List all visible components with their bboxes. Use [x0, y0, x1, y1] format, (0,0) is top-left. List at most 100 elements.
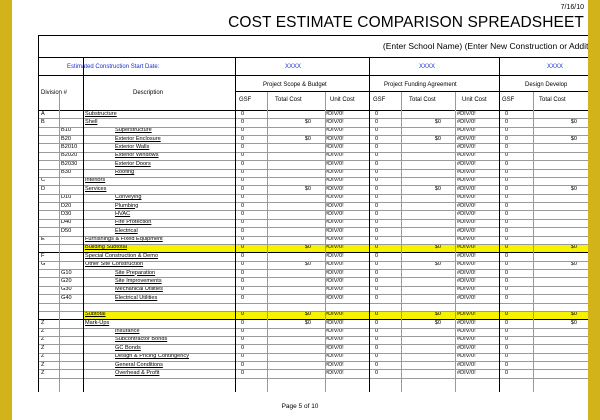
row-u2-cell[interactable]: #DIV/0! — [457, 202, 476, 209]
row-t3-cell[interactable]: $0 — [570, 319, 577, 326]
row-u1-cell[interactable]: #DIV/0! — [325, 286, 344, 293]
row-u1-cell[interactable]: #DIV/0! — [325, 236, 344, 243]
row-g1-cell[interactable]: 0 — [241, 194, 245, 201]
row-u1-cell[interactable]: #DIV/0! — [325, 277, 344, 284]
row-b-cell[interactable]: B20 — [61, 135, 71, 142]
row-g1-cell[interactable]: 0 — [241, 261, 245, 268]
row-u1-cell[interactable]: #DIV/0! — [325, 202, 344, 209]
row-g1-cell[interactable]: 0 — [241, 185, 245, 192]
row-desc-cell[interactable]: Overhead & Profit — [115, 369, 160, 376]
row-g1-cell[interactable]: 0 — [241, 152, 245, 159]
row-t1-cell[interactable]: $0 — [304, 185, 311, 192]
row-g3-cell[interactable]: 0 — [505, 269, 509, 276]
row-a-cell[interactable]: A — [41, 110, 45, 117]
row-g3-cell[interactable]: 0 — [505, 210, 509, 217]
row-u1-cell[interactable]: #DIV/0! — [325, 319, 344, 326]
row-desc-cell[interactable]: Exterior Walls — [115, 143, 150, 150]
row-desc-cell[interactable]: Fire Protection — [115, 219, 152, 226]
row-g1-cell[interactable]: 0 — [241, 118, 245, 125]
row-g2-cell[interactable]: 0 — [375, 185, 379, 192]
row-a-cell[interactable]: F — [41, 252, 45, 259]
row-g2-cell[interactable]: 0 — [375, 361, 379, 368]
row-u1-cell[interactable]: #DIV/0! — [325, 353, 344, 360]
row-desc-cell[interactable]: Exterior Windows — [115, 152, 159, 159]
row-g1-cell[interactable]: 0 — [241, 277, 245, 284]
row-g2-cell[interactable]: 0 — [375, 135, 379, 142]
row-u2-cell[interactable]: #DIV/0! — [457, 127, 476, 134]
row-g2-cell[interactable]: 0 — [375, 294, 379, 301]
row-t3-cell[interactable]: $0 — [570, 261, 577, 268]
row-g2-cell[interactable]: 0 — [375, 244, 379, 251]
row-t2-cell[interactable]: $0 — [434, 135, 441, 142]
row-g1-cell[interactable]: 0 — [241, 219, 245, 226]
row-g2-cell[interactable]: 0 — [375, 169, 379, 176]
row-g2-cell[interactable]: 0 — [375, 219, 379, 226]
row-g1-cell[interactable]: 0 — [241, 344, 245, 351]
row-g3-cell[interactable]: 0 — [505, 143, 509, 150]
row-desc-cell[interactable]: Building Subtotal — [85, 244, 127, 251]
row-g3-cell[interactable]: 0 — [505, 202, 509, 209]
row-desc-cell[interactable]: Electrical Utilities — [115, 294, 158, 301]
row-t2-cell[interactable]: $0 — [434, 244, 441, 251]
row-g2-cell[interactable]: 0 — [375, 194, 379, 201]
row-t2-cell[interactable]: $0 — [434, 319, 441, 326]
row-g2-cell[interactable]: 0 — [375, 319, 379, 326]
row-desc-cell[interactable]: Substructure — [85, 110, 117, 117]
row-desc-cell[interactable]: Other Site Construction — [85, 261, 144, 268]
row-u2-cell[interactable]: #DIV/0! — [457, 336, 476, 343]
row-u1-cell[interactable]: #DIV/0! — [325, 118, 344, 125]
row-g1-cell[interactable]: 0 — [241, 236, 245, 243]
row-g1-cell[interactable]: 0 — [241, 328, 245, 335]
row-desc-cell[interactable]: Roofing — [115, 169, 135, 176]
row-a-cell[interactable]: G — [41, 261, 46, 268]
row-u2-cell[interactable]: #DIV/0! — [457, 227, 476, 234]
row-desc-cell[interactable]: Subcontractor Bonds — [115, 336, 168, 343]
row-u2-cell[interactable]: #DIV/0! — [457, 369, 476, 376]
row-g2-cell[interactable]: 0 — [375, 236, 379, 243]
row-t1-cell[interactable]: $0 — [304, 244, 311, 251]
row-u1-cell[interactable]: #DIV/0! — [325, 219, 344, 226]
start-date-value-3[interactable]: XXXX — [547, 64, 564, 70]
row-g3-cell[interactable]: 0 — [505, 277, 509, 284]
row-a-cell[interactable]: Z — [41, 361, 45, 368]
row-g1-cell[interactable]: 0 — [241, 160, 245, 167]
row-u1-cell[interactable]: #DIV/0! — [325, 269, 344, 276]
row-g3-cell[interactable]: 0 — [505, 261, 509, 268]
row-g1-cell[interactable]: 0 — [241, 202, 245, 209]
row-t3-cell[interactable]: $0 — [570, 244, 577, 251]
row-g2-cell[interactable]: 0 — [375, 110, 379, 117]
row-g1-cell[interactable]: 0 — [241, 177, 245, 184]
row-g1-cell[interactable]: 0 — [241, 286, 245, 293]
row-g2-cell[interactable]: 0 — [375, 336, 379, 343]
row-g3-cell[interactable]: 0 — [505, 152, 509, 159]
row-u2-cell[interactable]: #DIV/0! — [457, 160, 476, 167]
row-u2-cell[interactable]: #DIV/0! — [457, 328, 476, 335]
row-g1-cell[interactable]: 0 — [241, 353, 245, 360]
row-t1-cell[interactable]: $0 — [304, 311, 311, 318]
row-g2-cell[interactable]: 0 — [375, 143, 379, 150]
row-desc-cell[interactable]: Site Preparation — [115, 269, 156, 276]
row-desc-cell[interactable]: Superstructure — [115, 127, 152, 134]
row-g3-cell[interactable]: 0 — [505, 311, 509, 318]
row-g3-cell[interactable]: 0 — [505, 135, 509, 142]
row-u2-cell[interactable]: #DIV/0! — [457, 236, 476, 243]
row-b-cell[interactable]: B2020 — [61, 152, 78, 159]
row-g1-cell[interactable]: 0 — [241, 361, 245, 368]
row-g2-cell[interactable]: 0 — [375, 227, 379, 234]
row-t1-cell[interactable]: $0 — [304, 261, 311, 268]
row-u1-cell[interactable]: #DIV/0! — [325, 227, 344, 234]
row-g1-cell[interactable]: 0 — [241, 210, 245, 217]
row-u1-cell[interactable]: #DIV/0! — [325, 210, 344, 217]
row-u2-cell[interactable]: #DIV/0! — [457, 110, 476, 117]
row-g1-cell[interactable]: 0 — [241, 336, 245, 343]
row-b-cell[interactable]: G30 — [61, 286, 72, 293]
row-u2-cell[interactable]: #DIV/0! — [457, 294, 476, 301]
row-u2-cell[interactable]: #DIV/0! — [457, 344, 476, 351]
row-g1-cell[interactable]: 0 — [241, 244, 245, 251]
row-g3-cell[interactable]: 0 — [505, 344, 509, 351]
row-u2-cell[interactable]: #DIV/0! — [457, 135, 476, 142]
row-desc-cell[interactable]: GC Bonds — [115, 344, 141, 351]
row-g2-cell[interactable]: 0 — [375, 311, 379, 318]
row-u1-cell[interactable]: #DIV/0! — [325, 369, 344, 376]
row-g2-cell[interactable]: 0 — [375, 160, 379, 167]
